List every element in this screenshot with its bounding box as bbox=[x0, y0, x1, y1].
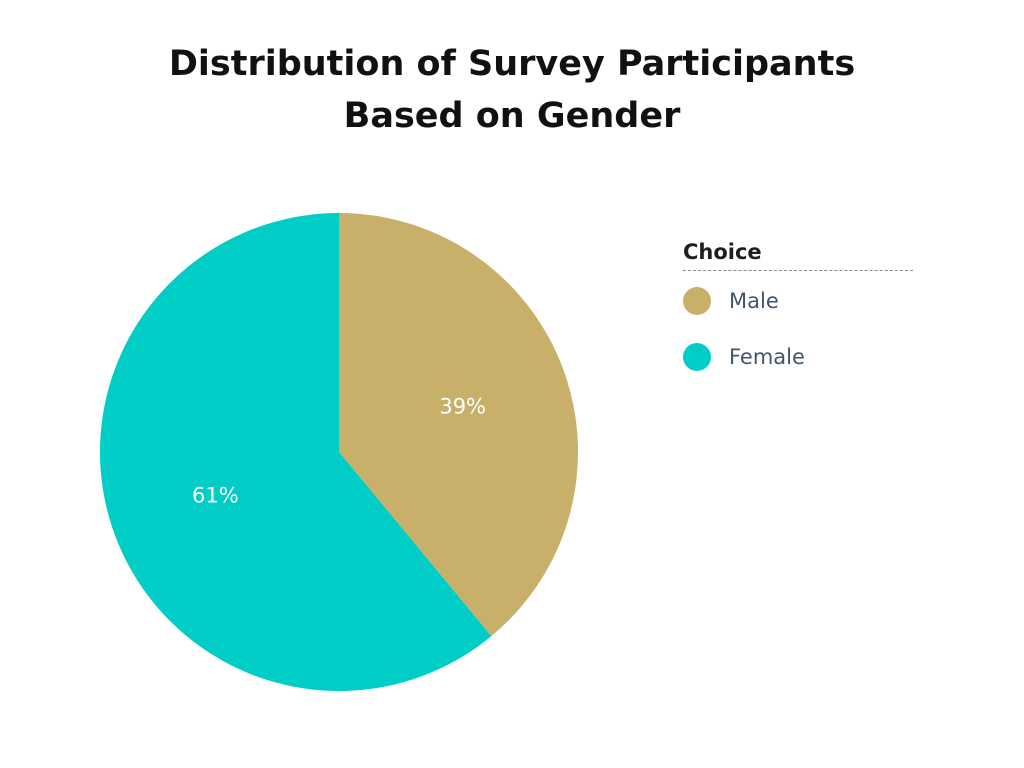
legend-swatch-female bbox=[683, 343, 711, 371]
legend-label-female: Female bbox=[729, 345, 805, 369]
pie-slice-labels: 39% 61% bbox=[192, 394, 486, 507]
legend-item-female[interactable]: Female bbox=[683, 329, 913, 385]
pie-slice-female[interactable] bbox=[99, 213, 492, 692]
pie-slice-male[interactable] bbox=[339, 213, 578, 637]
legend-label-male: Male bbox=[729, 289, 779, 313]
chart-title-line-2: Based on Gender bbox=[343, 96, 681, 136]
pie-label-female: 61% bbox=[192, 484, 239, 508]
pie-slices bbox=[99, 213, 578, 692]
legend-list: Male Female bbox=[683, 273, 913, 385]
chart-title: Distribution of Survey Participants Base… bbox=[0, 38, 1024, 142]
chart-title-line-1: Distribution of Survey Participants bbox=[168, 44, 856, 84]
legend: Choice Male Female bbox=[683, 240, 913, 385]
pie-label-male: 39% bbox=[439, 394, 486, 418]
legend-swatch-male bbox=[683, 287, 711, 315]
legend-title: Choice bbox=[683, 240, 913, 271]
legend-item-male[interactable]: Male bbox=[683, 273, 913, 329]
